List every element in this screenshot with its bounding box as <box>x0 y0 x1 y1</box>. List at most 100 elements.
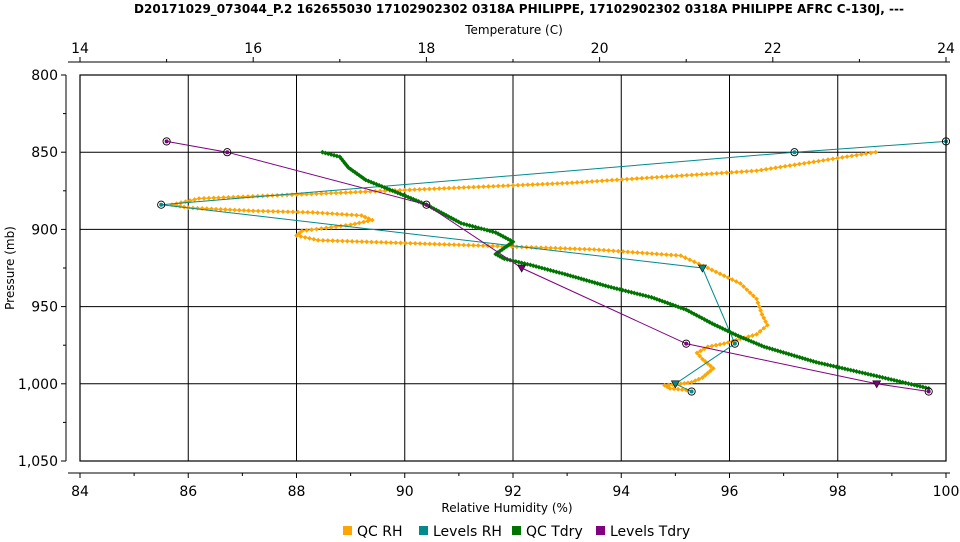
data-point-diamond <box>398 240 404 246</box>
top-tick-label: 24 <box>937 41 955 57</box>
data-point-diamond <box>417 241 423 246</box>
data-point-diamond <box>758 167 764 173</box>
data-point-diamond <box>663 252 669 258</box>
data-point-diamond <box>559 180 565 186</box>
data-point-diamond <box>820 157 826 163</box>
data-point-diamond <box>359 239 365 245</box>
data-point-diamond <box>691 259 697 265</box>
data-point-diamond <box>196 196 202 201</box>
data-point-diamond <box>689 172 695 178</box>
data-point-diamond <box>557 245 563 251</box>
legend-swatch <box>343 526 352 535</box>
data-point-diamond <box>854 152 859 158</box>
data-point-dot <box>424 202 429 207</box>
data-point-diamond <box>625 249 631 255</box>
data-point-circle <box>157 200 166 209</box>
data-point-diamond <box>724 170 730 176</box>
data-point-diamond <box>236 207 242 213</box>
data-point-diamond <box>545 181 550 187</box>
data-point-diamond <box>367 189 373 194</box>
data-point-diamond <box>530 182 536 187</box>
data-point-diamond <box>664 174 670 179</box>
data-point-diamond <box>344 212 350 217</box>
data-point-diamond <box>218 206 224 212</box>
data-point-diamond <box>635 250 640 255</box>
data-point-diamond <box>412 187 417 193</box>
data-point-diamond <box>378 239 384 245</box>
data-point-diamond <box>333 190 339 196</box>
data-point-diamond <box>801 160 807 166</box>
bottom-tick-label: 90 <box>396 484 414 500</box>
data-point-diamond <box>708 363 713 369</box>
data-point-diamond <box>407 240 413 246</box>
top-tick-label: 20 <box>591 41 609 57</box>
data-point-diamond <box>744 168 749 174</box>
data-point-diamond <box>390 188 395 194</box>
data-point-diamond <box>361 176 367 181</box>
data-point-diamond <box>582 246 587 252</box>
data-point-diamond <box>639 175 645 181</box>
data-point-diamond <box>525 182 531 188</box>
data-point-diamond <box>782 163 788 169</box>
data-point-diamond <box>309 191 314 197</box>
data-point-diamond <box>466 184 472 190</box>
data-point-diamond <box>305 209 311 215</box>
legend-label: Levels Tdry <box>610 524 690 540</box>
series-qc-tdry <box>320 149 932 391</box>
data-point-diamond <box>315 237 321 243</box>
data-point-diamond <box>213 206 219 212</box>
legend-swatch <box>512 526 521 535</box>
data-point-diamond <box>567 246 573 252</box>
data-point-diamond <box>696 376 702 382</box>
data-point-diamond <box>654 174 660 180</box>
data-point-diamond <box>654 251 660 257</box>
data-point-diamond <box>763 166 769 172</box>
data-point-diamond <box>710 365 716 371</box>
data-point-dot <box>225 150 230 155</box>
data-point-diamond <box>754 296 759 302</box>
data-point-diamond <box>354 212 359 218</box>
data-point-diamond <box>750 333 755 338</box>
data-point-diamond <box>754 331 759 337</box>
data-point-diamond <box>717 271 723 277</box>
bottom-tick-label: 96 <box>721 484 739 500</box>
data-point-diamond <box>314 191 319 197</box>
data-point-diamond <box>451 242 457 248</box>
data-point-diamond <box>260 208 266 214</box>
data-point-diamond <box>387 187 393 193</box>
data-point-diamond <box>725 340 731 345</box>
data-point-diamond <box>466 242 471 248</box>
data-point-diamond <box>426 186 432 192</box>
data-point-circle <box>162 137 171 146</box>
data-point-diamond <box>858 152 864 157</box>
data-point-diamond <box>707 319 712 325</box>
data-point-diamond <box>471 184 477 190</box>
data-point-diamond <box>835 155 840 161</box>
top-tick-label: 14 <box>71 41 89 57</box>
left-tick-label: 800 <box>31 68 58 84</box>
data-point-diamond <box>664 384 670 390</box>
data-point-diamond <box>417 186 422 192</box>
data-point-diamond <box>700 356 705 362</box>
series-levels-rh <box>157 137 951 396</box>
legend-item-levels-rh: Levels RH <box>419 524 502 540</box>
data-point-diamond <box>549 181 555 187</box>
data-point-diamond <box>687 257 693 263</box>
data-point-diamond <box>490 229 496 235</box>
data-point-diamond <box>382 185 387 190</box>
data-point-diamond <box>619 177 625 182</box>
data-point-diamond <box>614 177 620 183</box>
data-point-dot <box>159 202 164 207</box>
data-point-diamond <box>232 207 238 213</box>
plot-area: 84 86 88 90 92 94 96 98 100 14 16 18 20 22 24 800 850 9… <box>18 41 959 500</box>
data-point-diamond <box>285 209 291 215</box>
data-point-diamond <box>206 195 212 201</box>
data-point-dot <box>164 139 169 144</box>
data-point-diamond <box>403 240 408 246</box>
data-point-diamond <box>540 181 545 187</box>
legend-item-levels-tdry: Levels Tdry <box>596 524 690 540</box>
data-point-diamond <box>634 176 640 181</box>
data-point-diamond <box>763 319 768 324</box>
data-point-circle <box>422 200 431 209</box>
data-point-diamond <box>328 224 334 230</box>
